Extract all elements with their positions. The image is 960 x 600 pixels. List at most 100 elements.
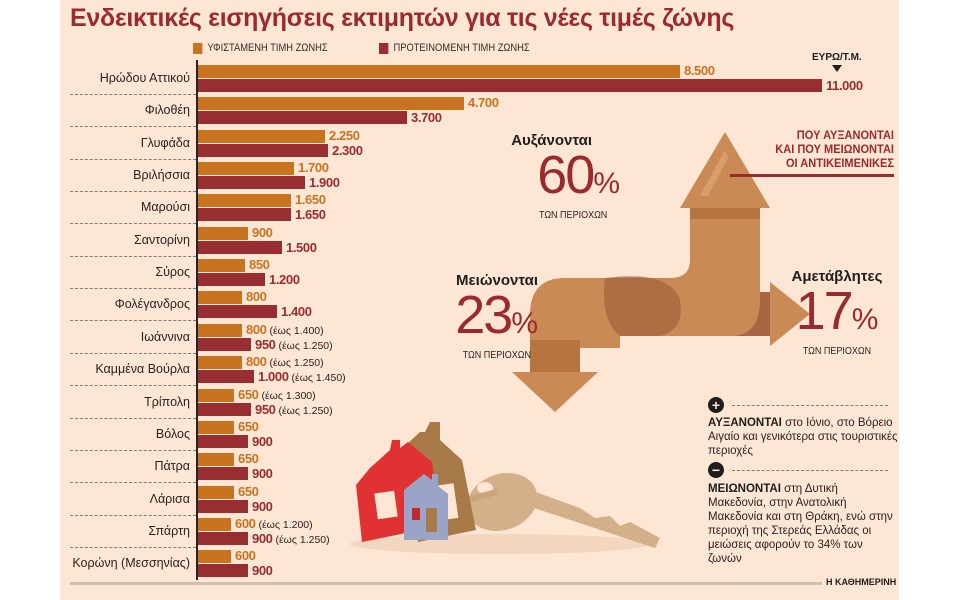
proposed-price-bar [197, 143, 328, 157]
existing-price-value: 600 (έως 1.200) [235, 515, 313, 531]
row-divider [70, 514, 196, 516]
category-label: Πάτρα [154, 459, 190, 474]
range-note: (έως 1.450) [291, 372, 346, 385]
proposed-price-value: 950 (έως 1.250) [255, 401, 333, 417]
existing-price-value: 900 [252, 224, 273, 240]
row-divider [70, 126, 196, 128]
table-row: Κορώνη (Μεσσηνίας) 600 900 [60, 548, 899, 580]
proposed-price-bar [197, 79, 822, 92]
proposed-price-value: 1.650 [295, 207, 326, 223]
proposed-price-value: 2.300 [332, 142, 363, 158]
existing-price-value: 2.250 [329, 127, 360, 143]
plus-circle-icon: + [708, 397, 724, 413]
legend-proposed: ΠΡΟΤΕΙΝΟΜΕΝΗ ΤΙΜΗ ΖΩΝΗΣ [379, 42, 530, 54]
table-row: Ηρώδου Αττικού 8.500 11.000 [60, 63, 899, 95]
row-divider [70, 385, 196, 387]
legend-swatch-proposed [379, 42, 389, 54]
existing-price-bar [197, 97, 464, 111]
table-row: Σπάρτη 600 (έως 1.200) 900 (έως 1.250) [60, 516, 899, 548]
proposed-price-bar [197, 531, 248, 545]
existing-price-value: 650 [238, 451, 259, 467]
existing-price-bar [197, 388, 234, 402]
existing-price-bar [197, 517, 231, 531]
existing-price-value: 800 (έως 1.400) [246, 321, 324, 337]
range-note: (έως 1.250) [269, 357, 324, 370]
note-decrease: ΜΕΙΩΝΟΝΤΑΙ στη Δυτική Μακεδονία, στην Αν… [708, 483, 893, 565]
proposed-price-bar [197, 208, 291, 222]
table-row: Πάτρα 650 900 [60, 451, 899, 484]
existing-price-bar [197, 194, 291, 208]
range-note: (έως 1.250) [278, 404, 333, 417]
stat-decrease: Μειώνονται 23% ΤΩΝ ΠΕΡΙΟΧΩΝ [398, 272, 538, 361]
stat-unchanged-sub: ΤΩΝ ΠΕΡΙΟΧΩΝ [802, 346, 872, 357]
infographic-panel: Ενδεικτικές εισηγήσεις εκτιμητών για τις… [60, 0, 899, 600]
proposed-price-bar [197, 499, 248, 513]
proposed-price-value: 950 (έως 1.250) [255, 336, 333, 352]
proposed-price-value: 900 [252, 466, 273, 482]
proposed-price-value: 900 [252, 563, 273, 579]
existing-price-bar [197, 129, 325, 143]
row-divider [70, 255, 196, 257]
side-title-rule [730, 174, 894, 177]
stat-increase-head: Αυξάνονται [511, 132, 592, 149]
note-increase: ΑΥΞΑΝΟΝΤΑΙ στο Ιόνιο, στο Βόρειο Αιγαίο … [708, 417, 898, 457]
category-label: Μαρούσι [140, 200, 190, 215]
credit: Η ΚΑΘΗΜΕΡΙΝΗ [822, 577, 897, 587]
row-divider [70, 320, 196, 322]
arrows-illustration [512, 132, 810, 412]
blue-house-icon [404, 474, 448, 540]
existing-price-bar [197, 323, 242, 337]
stat-decrease-value: 23% [455, 285, 538, 345]
row-divider [70, 94, 196, 95]
category-label: Σπάρτη [148, 523, 190, 538]
proposed-price-value: 3.700 [411, 110, 442, 126]
unit-label: ΕΥΡΩ/Τ.Μ. [812, 52, 862, 72]
category-label: Γλυφάδα [140, 135, 190, 150]
y-axis-line [196, 60, 198, 580]
existing-price-value: 1.700 [298, 160, 329, 176]
category-label: Βριλήσσια [133, 168, 190, 183]
table-row: Μαρούσι 1.650 1.650 [60, 192, 899, 225]
table-row: Φολέγανδρος 800 1.400 [60, 289, 899, 322]
stat-unchanged: Αμετάβλητες 17% ΤΩΝ ΠΕΡΙΟΧΩΝ [782, 268, 892, 357]
row-divider [70, 482, 196, 484]
existing-price-bar [197, 356, 242, 370]
minus-circle-icon: − [708, 462, 724, 478]
stat-unchanged-head: Αμετάβλητες [791, 268, 883, 285]
row-divider [70, 191, 196, 193]
proposed-price-value: 900 (έως 1.250) [252, 530, 330, 546]
stat-increase: Αυξάνονται 60% ΤΩΝ ΠΕΡΙΟΧΩΝ [480, 132, 620, 221]
range-note: (έως 1.250) [278, 339, 333, 352]
existing-price-bar [197, 291, 242, 305]
proposed-price-value: 900 [252, 433, 273, 449]
existing-price-bar [197, 259, 245, 273]
row-divider [70, 417, 196, 419]
table-row: Φιλοθέη 4.700 3.700 [60, 95, 899, 128]
table-row: Καμμένα Βούρλα 800 (έως 1.250) 1.000 (έως 1.… [60, 354, 899, 387]
table-row: Βριλήσσια 1.700 1.900 [60, 160, 899, 193]
unit-text: ΕΥΡΩ/Τ.Μ. [812, 52, 862, 63]
existing-price-value: 1.650 [295, 192, 326, 208]
proposed-price-bar [197, 305, 277, 319]
existing-price-value: 800 (έως 1.250) [246, 354, 324, 370]
row-divider [70, 352, 196, 354]
range-note: (έως 1.200) [258, 518, 313, 531]
table-row: Τρίπολη 650 (έως 1.300) 950 (έως 1.250) [60, 387, 899, 419]
stat-decrease-sub: ΤΩΝ ΠΕΡΙΟΧΩΝ [462, 350, 531, 361]
proposed-price-value: 1.000 (έως 1.450) [258, 369, 346, 385]
proposed-price-bar [197, 273, 265, 287]
existing-price-bar [197, 226, 248, 240]
legend-swatch-existing [193, 42, 203, 54]
category-label: Ηρώδου Αττικού [99, 71, 190, 85]
stat-unchanged-value: 17% [795, 281, 879, 341]
category-label: Σαντορίνη [133, 232, 190, 247]
proposed-price-value: 11.000 [826, 78, 863, 93]
table-row: Ιωάννινα 800 (έως 1.400) 950 (έως 1.250) [60, 322, 899, 354]
proposed-price-bar [197, 434, 248, 448]
category-label: Κορώνη (Μεσσηνίας) [72, 556, 190, 571]
table-row: Βόλος 650 900 [60, 419, 899, 451]
range-note: (έως 1.250) [275, 533, 330, 546]
legend-label-existing: ΥΦΙΣΤΑΜΕΝΗ ΤΙΜΗ ΖΩΝΗΣ [207, 42, 328, 54]
existing-price-value: 650 (έως 1.300) [238, 386, 316, 402]
proposed-price-value: 900 [252, 498, 273, 514]
